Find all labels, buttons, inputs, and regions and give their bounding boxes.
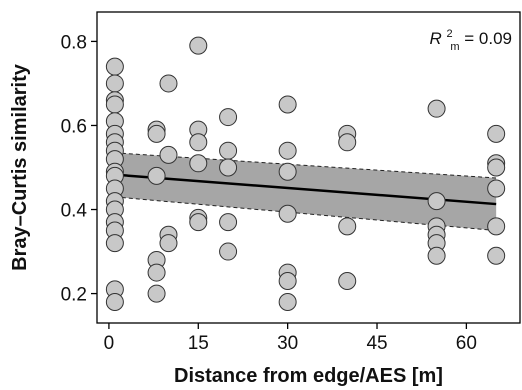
y-tick-label: 0.4 bbox=[61, 201, 88, 222]
data-point bbox=[105, 95, 124, 114]
points-layer bbox=[105, 36, 506, 311]
data-point bbox=[427, 246, 446, 265]
x-tick-label: 0 bbox=[104, 333, 115, 354]
data-point bbox=[278, 95, 297, 114]
data-point bbox=[427, 192, 446, 211]
r2-value: = 0.09 bbox=[464, 29, 512, 48]
data-point bbox=[338, 133, 357, 152]
data-point bbox=[159, 74, 178, 93]
x-tick-label: 60 bbox=[456, 333, 477, 354]
data-point bbox=[278, 292, 297, 311]
data-point bbox=[219, 108, 238, 127]
data-point bbox=[219, 141, 238, 160]
data-point bbox=[189, 133, 208, 152]
data-point bbox=[147, 263, 166, 282]
data-point bbox=[159, 234, 178, 253]
data-point bbox=[338, 217, 357, 236]
data-point bbox=[219, 213, 238, 232]
data-point bbox=[487, 124, 506, 143]
data-point bbox=[487, 217, 506, 236]
data-point bbox=[487, 158, 506, 177]
data-point bbox=[487, 179, 506, 198]
y-axis-title: Bray–Curtis similarity bbox=[9, 63, 31, 271]
x-axis-title: Distance from edge/AES [m] bbox=[174, 365, 443, 387]
data-point bbox=[338, 271, 357, 290]
x-tick-label: 15 bbox=[188, 333, 209, 354]
y-tick-label: 0.8 bbox=[61, 32, 87, 53]
r2-subscript: m bbox=[450, 41, 459, 53]
confidence-band-upper bbox=[114, 152, 497, 179]
axis-ticks-layer: 0 15 30 45 60 0.2 0.4 0.6 0.8 bbox=[61, 32, 477, 354]
data-point bbox=[147, 124, 166, 143]
data-point bbox=[189, 154, 208, 173]
data-point bbox=[105, 234, 124, 253]
data-point bbox=[105, 74, 124, 93]
data-point bbox=[278, 204, 297, 223]
data-point bbox=[147, 284, 166, 303]
data-point bbox=[487, 246, 506, 265]
data-point bbox=[105, 292, 124, 311]
data-point bbox=[147, 166, 166, 185]
data-point bbox=[105, 57, 124, 76]
data-point bbox=[427, 99, 446, 118]
r-squared-annotation: R 2 m = 0.09 bbox=[429, 22, 512, 54]
data-point bbox=[189, 36, 208, 55]
data-point bbox=[189, 213, 208, 232]
data-point bbox=[278, 271, 297, 290]
data-point bbox=[278, 162, 297, 181]
plot-frame bbox=[96, 11, 521, 324]
r2-symbol: R bbox=[429, 29, 441, 48]
confidence-band bbox=[114, 152, 497, 231]
data-point bbox=[278, 141, 297, 160]
y-tick-label: 0.6 bbox=[61, 116, 87, 137]
data-point bbox=[219, 158, 238, 177]
data-point bbox=[219, 242, 238, 261]
x-tick-label: 30 bbox=[277, 333, 298, 354]
r2-superscript: 2 bbox=[446, 28, 452, 40]
x-tick-label: 45 bbox=[366, 333, 387, 354]
y-tick-label: 0.2 bbox=[61, 285, 87, 306]
data-point bbox=[159, 145, 178, 164]
